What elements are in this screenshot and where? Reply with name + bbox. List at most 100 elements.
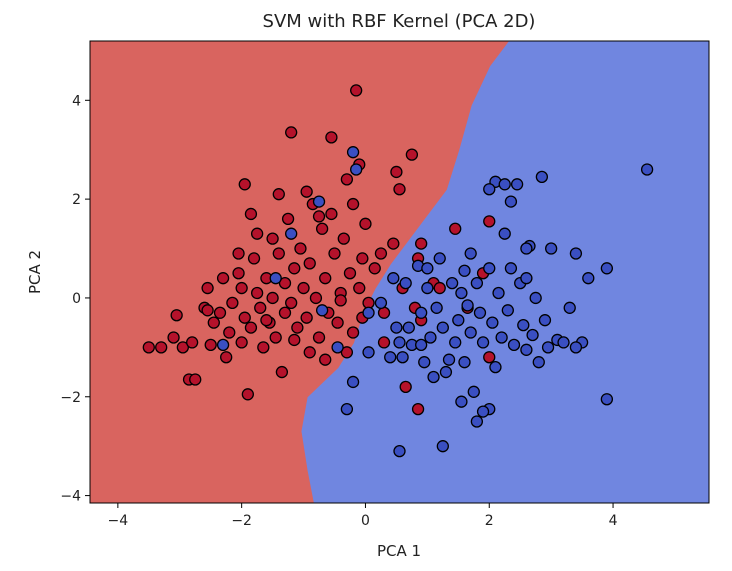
data-point-red [235, 336, 248, 349]
data-point-red [278, 276, 292, 290]
x-tick-label: 0 [361, 513, 370, 529]
data-point-red [167, 331, 180, 344]
data-point-red [201, 281, 214, 295]
data-point-blue [492, 286, 505, 300]
data-point-blue [433, 252, 446, 265]
data-point-red [260, 314, 273, 327]
data-point-red [325, 131, 338, 144]
data-point-blue [374, 296, 388, 310]
data-point-red [297, 281, 310, 295]
data-point-red [374, 247, 388, 260]
data-point-red [232, 247, 245, 260]
data-point-blue [582, 272, 595, 285]
data-point-blue [439, 365, 453, 379]
data-point-blue [504, 195, 518, 208]
y-tick-label: −4 [60, 489, 81, 505]
data-point-red [170, 309, 183, 322]
data-point-blue [529, 291, 542, 305]
data-point-red [285, 126, 298, 139]
data-point-red [232, 267, 245, 280]
data-point-blue [346, 375, 360, 389]
data-point-red [331, 316, 344, 329]
data-point-blue [393, 444, 406, 458]
data-point-red [377, 336, 391, 349]
data-point-blue [563, 301, 576, 314]
data-point-red [387, 237, 400, 250]
data-point-blue [501, 304, 514, 317]
data-point-blue [436, 440, 449, 453]
data-point-red [223, 326, 236, 339]
data-point-red [294, 242, 307, 255]
data-point-red [185, 336, 199, 349]
data-point-red [250, 227, 264, 240]
data-point-red [433, 281, 446, 295]
data-point-blue [396, 351, 409, 364]
data-point-blue [415, 306, 428, 319]
data-point-red [254, 301, 267, 314]
data-point-red [483, 351, 496, 364]
data-point-blue [520, 242, 533, 255]
data-point-red [449, 222, 462, 235]
data-point-red [288, 262, 301, 275]
y-axis-label: PCA 2 [26, 250, 44, 294]
data-point-red [281, 212, 295, 226]
data-point-red [390, 165, 403, 179]
data-point-blue [538, 314, 552, 327]
data-point-red [244, 207, 258, 221]
data-point-red [176, 341, 190, 354]
data-point-blue [467, 385, 480, 398]
data-point-blue [430, 301, 443, 314]
data-point-blue [216, 338, 230, 352]
data-point-blue [458, 264, 471, 277]
data-point-blue [312, 195, 326, 208]
data-point-red [319, 353, 332, 366]
data-point-red [312, 331, 326, 344]
data-point-red [288, 333, 301, 347]
data-point-blue [545, 242, 558, 255]
data-point-red [399, 380, 412, 394]
data-point-blue [464, 326, 477, 339]
data-point-red [340, 346, 354, 359]
data-point-blue [476, 336, 490, 349]
data-point-blue [315, 304, 329, 317]
data-point-red [405, 148, 419, 161]
data-point-blue [470, 415, 484, 428]
data-point-red [235, 281, 248, 295]
data-point-red [300, 311, 313, 324]
data-point-blue [452, 314, 465, 327]
data-point-red [247, 252, 261, 265]
data-point-red [309, 291, 323, 305]
data-point-red [340, 173, 354, 186]
data-point-red [241, 388, 254, 401]
data-point-blue [436, 321, 449, 334]
data-point-red [315, 222, 329, 235]
data-point-blue [390, 321, 403, 334]
data-point-blue [526, 328, 539, 342]
data-point-red [250, 286, 264, 300]
x-tick-label: 4 [609, 513, 618, 529]
data-point-red [300, 185, 313, 198]
data-point-blue [458, 356, 471, 369]
data-point-blue [362, 346, 375, 359]
data-point-red [204, 338, 217, 352]
data-point-blue [418, 356, 431, 369]
data-point-blue [421, 262, 434, 275]
data-point-red [201, 304, 214, 317]
data-point-blue [346, 146, 360, 159]
data-point-blue [399, 276, 412, 290]
data-point-blue [285, 227, 298, 240]
data-point-blue [455, 395, 468, 408]
data-point-blue [600, 262, 614, 275]
data-point-blue [535, 170, 549, 184]
data-point-blue [350, 163, 363, 176]
data-point-red [272, 247, 285, 260]
data-point-red [343, 267, 357, 280]
data-point-red [303, 257, 316, 270]
data-point-red [393, 183, 406, 196]
y-tick-label: 4 [72, 93, 81, 109]
data-point-blue [331, 341, 344, 354]
data-point-red [285, 296, 298, 310]
data-point-red [303, 346, 316, 359]
data-point-blue [507, 338, 521, 352]
scatter-points [142, 84, 654, 458]
